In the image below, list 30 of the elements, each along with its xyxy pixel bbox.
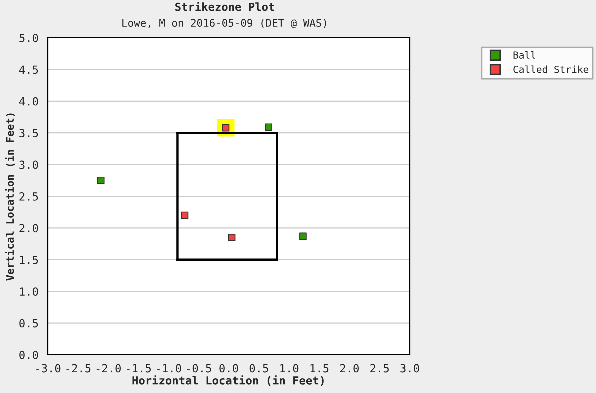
x-tick-label: 2.0	[340, 364, 359, 373]
y-tick-label: 5.0	[20, 34, 38, 42]
x-axis-title: Horizontal Location (in Feet)	[132, 376, 324, 386]
legend-label: Ball	[514, 51, 536, 59]
x-tick-label: 1.5	[310, 364, 329, 373]
x-tick-label: 2.5	[370, 364, 389, 373]
y-tick-label: 1.5	[20, 256, 38, 264]
chart-title: Strikezone Plot	[176, 2, 274, 12]
y-tick-label: 3.5	[20, 129, 38, 138]
x-tick-label: -2.5	[66, 364, 91, 373]
y-tick-label: 0.0	[20, 351, 38, 360]
y-tick-label: 2.0	[20, 224, 38, 233]
x-tick-label: -1.5	[127, 364, 151, 373]
x-tick-label: -3.0	[36, 364, 61, 373]
x-tick-label: -2.0	[96, 364, 121, 373]
y-tick-label: 2.5	[20, 192, 38, 201]
x-tick-label: 1.0	[280, 364, 299, 373]
y-axis-title: Vertical Location (in Feet)	[5, 114, 16, 281]
y-tick-label: 4.0	[19, 97, 38, 106]
x-tick-label: 0.0	[220, 364, 238, 373]
y-tick-label: 3.0	[20, 160, 38, 170]
legend-label: Called Strike	[514, 66, 589, 74]
x-tick-label: 0.5	[250, 364, 268, 373]
chart-subtitle: Lowe, M on 2016-05-09 (DET @ WAS)	[122, 19, 326, 29]
y-tick-label: 1.0	[20, 288, 38, 296]
y-tick-label: 0.5	[20, 319, 38, 328]
x-tick-label: -0.5	[187, 364, 212, 373]
x-tick-label: -1.0	[157, 364, 182, 373]
y-tick-label: 4.5	[19, 66, 38, 74]
x-tick-label: 3.0	[400, 364, 420, 373]
